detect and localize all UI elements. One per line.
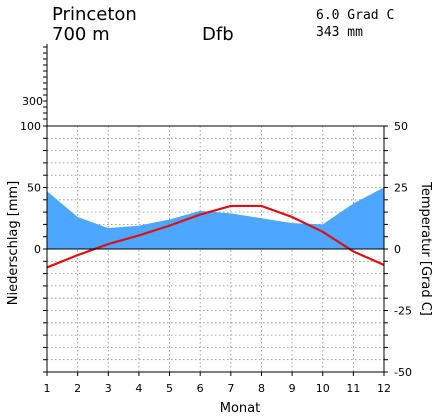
x-tick-label: 5 xyxy=(166,382,173,395)
climate-class: Dfb xyxy=(202,24,234,45)
left-tick-label: 0 xyxy=(34,243,41,256)
x-tick-label: 10 xyxy=(316,382,330,395)
upper-precip-scale xyxy=(43,44,48,126)
x-tick-label: 4 xyxy=(135,382,142,395)
precipitation-area xyxy=(47,187,384,249)
x-tick-label: 9 xyxy=(289,382,296,395)
annual-temperature: 6.0 Grad C xyxy=(316,8,394,23)
left-tick-label: 50 xyxy=(27,182,41,195)
x-tick-label: 7 xyxy=(227,382,234,395)
x-tick-label: 1 xyxy=(44,382,51,395)
x-tick-label: 12 xyxy=(377,382,391,395)
x-tick-label: 6 xyxy=(197,382,204,395)
annual-precipitation: 343 mm xyxy=(316,25,363,40)
left-axis-title: Niederschlag [mm] xyxy=(6,181,21,306)
x-tick-labels: 1 2 3 4 5 6 7 8 9 10 11 12 xyxy=(44,382,392,395)
right-tick-label: -50 xyxy=(394,366,412,379)
x-tick-label: 11 xyxy=(346,382,360,395)
right-tick-label: -25 xyxy=(394,305,412,318)
x-axis-title: Monat xyxy=(220,401,260,416)
station-name: Princeton xyxy=(52,4,137,25)
left-tick-label: 100 xyxy=(20,120,41,133)
x-tick-label: 8 xyxy=(258,382,265,395)
x-tick-label: 3 xyxy=(105,382,112,395)
x-tick-label: 2 xyxy=(74,382,81,395)
right-tick-label: 0 xyxy=(394,243,401,256)
station-altitude: 700 m xyxy=(52,24,110,45)
right-tick-label: 50 xyxy=(394,120,408,133)
temperature-line xyxy=(46,204,385,269)
right-tick-label: 25 xyxy=(394,182,408,195)
upper-tick-label-300: 300 xyxy=(22,95,43,108)
right-axis-title: Temperatur [Grad C] xyxy=(418,181,433,316)
